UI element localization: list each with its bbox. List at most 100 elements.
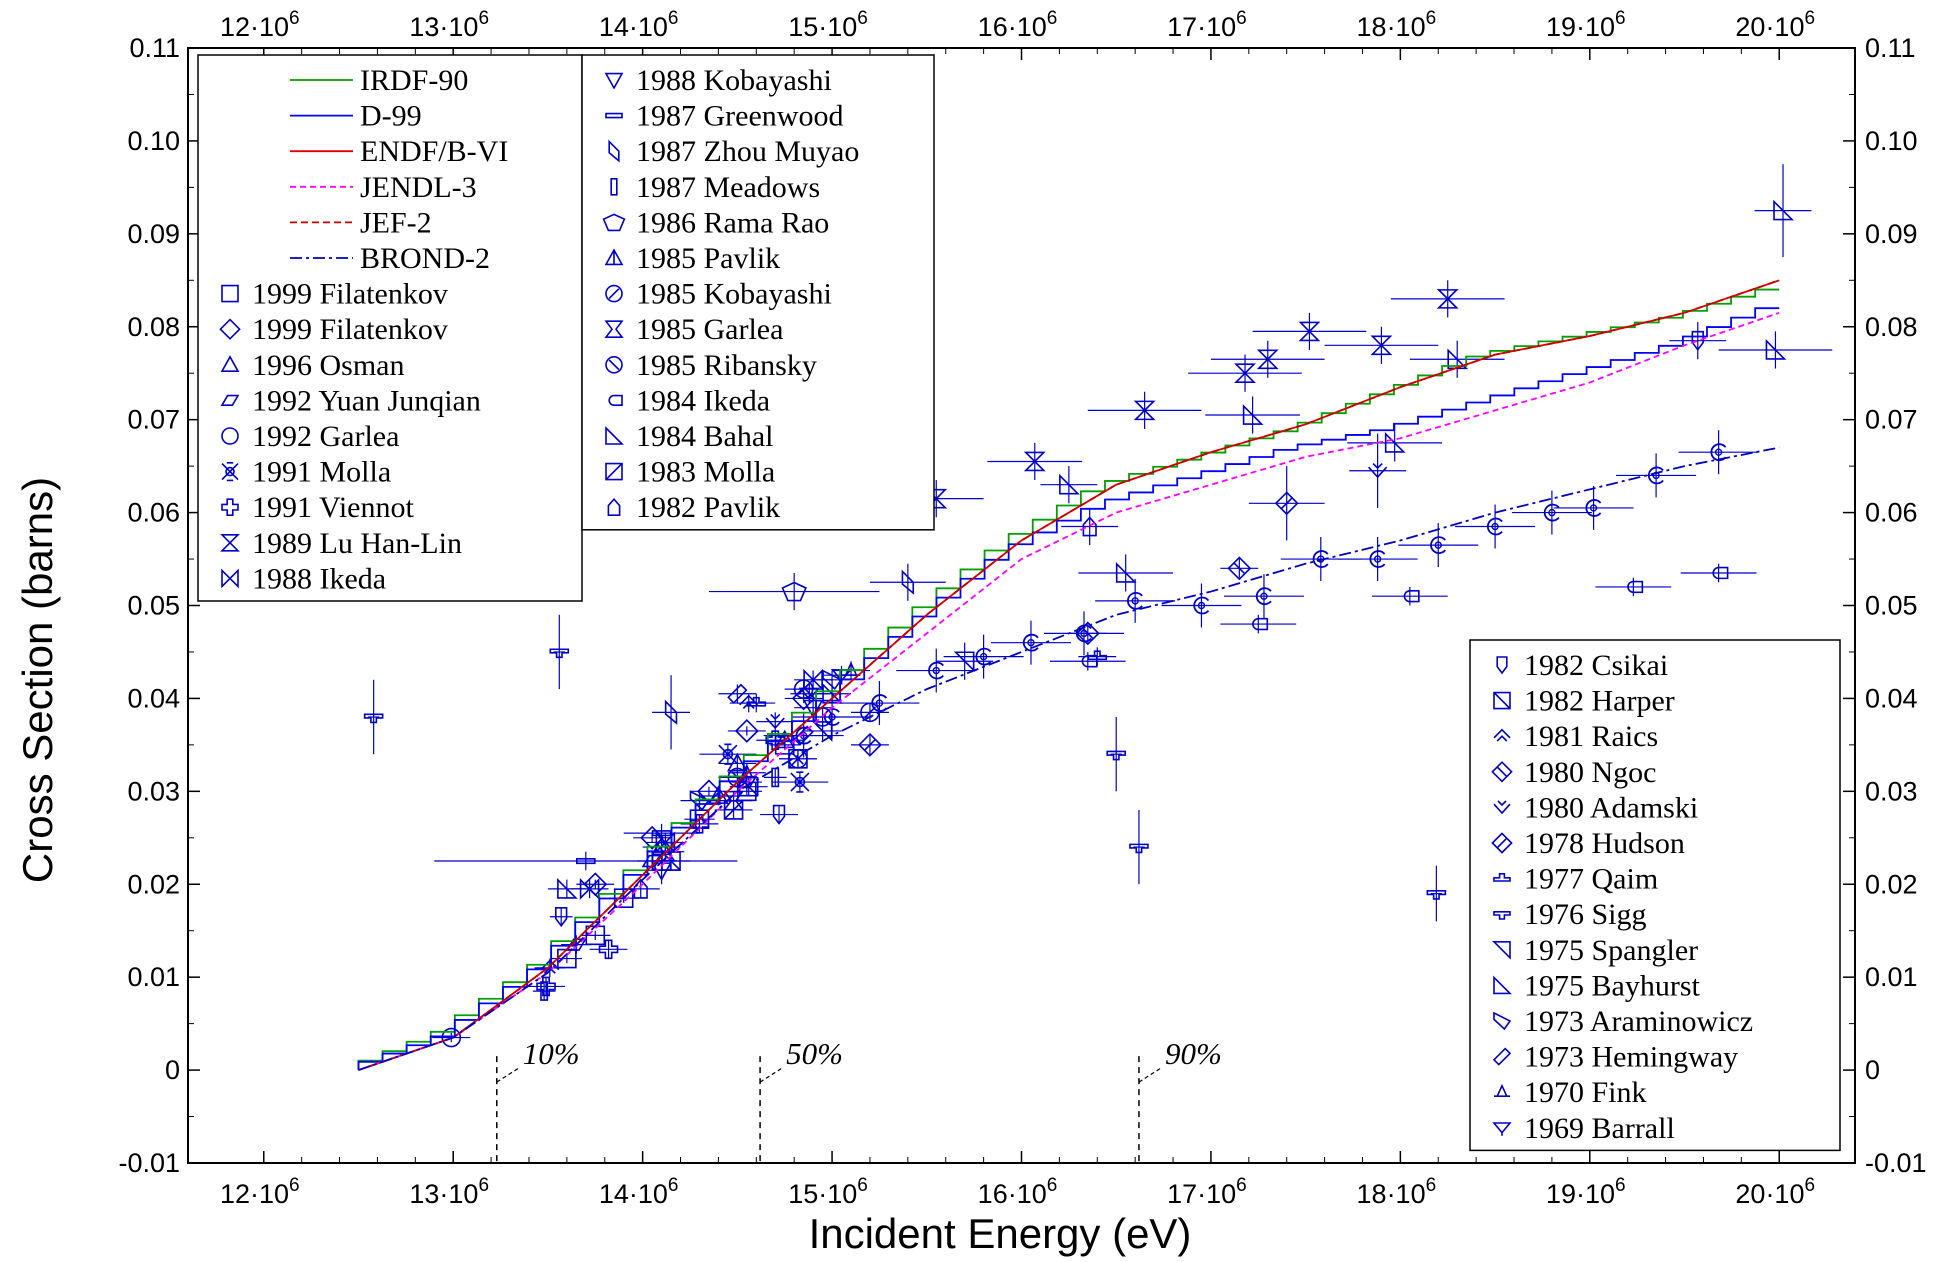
data-point-marker bbox=[1197, 601, 1206, 610]
legend-box bbox=[581, 54, 935, 531]
data-point-marker bbox=[772, 804, 786, 825]
legend-marker bbox=[605, 426, 624, 445]
y-tick-label: 0.04 bbox=[127, 683, 180, 713]
marker-shape bbox=[608, 394, 623, 406]
y-tick-label: 0.08 bbox=[127, 312, 180, 342]
marker-shape bbox=[220, 533, 240, 552]
legend-label: 1992 Yuan Junqian bbox=[252, 384, 481, 417]
marker-shape bbox=[746, 696, 767, 707]
marker-shape bbox=[604, 72, 624, 90]
data-point-marker bbox=[790, 771, 810, 793]
y-tick-label: 0.10 bbox=[127, 126, 180, 156]
marker-shape bbox=[697, 779, 721, 804]
y-tick-label: 0.05 bbox=[127, 591, 180, 621]
data-point-marker bbox=[1106, 750, 1127, 761]
x-tick-exponent: 6 bbox=[289, 1175, 300, 1196]
x-tick-label: 14·106 bbox=[599, 1175, 679, 1209]
legend-entry: 1989 Lu Han-Lin bbox=[220, 527, 462, 560]
x-tick-exponent: 6 bbox=[1615, 1175, 1626, 1196]
y-tick-label-right: 0.11 bbox=[1865, 33, 1916, 63]
marker-shape bbox=[610, 178, 618, 196]
data-point-marker bbox=[1082, 516, 1097, 537]
marker-shape bbox=[1115, 562, 1137, 583]
experiment-series bbox=[737, 647, 1117, 713]
legend-marker bbox=[221, 462, 239, 482]
data-point-marker bbox=[1773, 199, 1794, 221]
legend-label: 1984 Ikeda bbox=[636, 384, 770, 417]
experiment-series bbox=[432, 707, 838, 1048]
legend-label: 1999 Filatenkov bbox=[252, 313, 448, 346]
marker-shape bbox=[536, 976, 556, 997]
legend-marker bbox=[1493, 1011, 1512, 1031]
marker-shape bbox=[602, 213, 626, 232]
data-point-marker bbox=[746, 696, 767, 707]
marker-shape bbox=[1493, 728, 1511, 742]
marker-shape bbox=[1023, 451, 1046, 472]
data-point-marker bbox=[651, 830, 672, 837]
marker-shape bbox=[1252, 617, 1269, 631]
legend-marker bbox=[604, 320, 624, 339]
legend-entry: 1987 Meadows bbox=[610, 171, 820, 204]
legend-entry: 1991 Viennot bbox=[221, 491, 414, 524]
x-tick-exponent: 6 bbox=[478, 8, 489, 29]
marker-shape bbox=[796, 771, 804, 793]
marker-shape bbox=[1129, 843, 1149, 854]
legend-box bbox=[197, 54, 583, 602]
y-tick-label-right: 0.02 bbox=[1865, 869, 1918, 899]
x-axis-title: Incident Energy (eV) bbox=[809, 1210, 1192, 1257]
evaluation-curve bbox=[358, 446, 1780, 1071]
data-point-marker bbox=[928, 661, 944, 680]
percentile-label: 90% bbox=[1165, 1036, 1222, 1071]
marker-shape bbox=[1494, 1083, 1510, 1097]
legend-label: 1981 Raics bbox=[1524, 720, 1658, 753]
x-tick-label: 17·106 bbox=[1167, 1175, 1247, 1209]
legend-label: 1982 Csikai bbox=[1524, 649, 1668, 682]
x-tick-label-top: 20·106 bbox=[1735, 8, 1815, 42]
legend-marker bbox=[604, 248, 624, 266]
data-point-marker bbox=[1543, 503, 1560, 522]
data-point-marker bbox=[536, 976, 556, 997]
legend-entry: 1980 Ngoc bbox=[1491, 756, 1656, 789]
data-point-marker bbox=[1691, 330, 1704, 352]
marker-shape bbox=[1274, 491, 1299, 516]
marker-shape bbox=[1492, 940, 1511, 960]
legend-entry: 1985 Pavlik bbox=[604, 242, 780, 275]
legend-marker bbox=[1493, 975, 1512, 995]
marker-shape bbox=[953, 651, 975, 673]
data-point-marker bbox=[1227, 556, 1252, 581]
marker-shape bbox=[724, 743, 732, 765]
marker-shape bbox=[540, 959, 560, 974]
marker-shape bbox=[1234, 363, 1256, 384]
legend-marker bbox=[220, 355, 240, 372]
x-tick-label-top: 13·106 bbox=[409, 8, 489, 42]
marker-shape bbox=[608, 359, 620, 371]
marker-shape bbox=[734, 719, 759, 743]
experiment-series bbox=[363, 614, 1447, 922]
data-point-marker bbox=[363, 713, 384, 724]
y-tick-label: 0.03 bbox=[127, 776, 180, 806]
y-tick-label: 0.02 bbox=[127, 869, 180, 899]
legend-marker bbox=[221, 498, 239, 517]
x-tick-exponent: 6 bbox=[1047, 8, 1058, 29]
x-tick-exponent: 6 bbox=[478, 1175, 489, 1196]
experiment-series bbox=[1049, 563, 1757, 671]
marker-shape bbox=[858, 732, 882, 757]
x-tick-exponent: 6 bbox=[857, 1175, 868, 1196]
legend-label: JENDL-3 bbox=[360, 171, 477, 204]
legend-label: 1985 Garlea bbox=[636, 313, 783, 346]
plot-area: 10% 50% 90% bbox=[357, 164, 1833, 1163]
legend-label: 1991 Viennot bbox=[252, 491, 414, 524]
marker-shape bbox=[1133, 400, 1156, 421]
x-tick-exponent: 6 bbox=[1804, 1175, 1815, 1196]
data-point-marker bbox=[1714, 448, 1723, 456]
marker-shape bbox=[765, 730, 786, 751]
data-point-marker bbox=[1589, 504, 1598, 512]
legend-marker bbox=[604, 72, 624, 90]
marker-shape bbox=[1106, 750, 1127, 761]
y-axis-title: Cross Section (barns) bbox=[14, 477, 61, 883]
legend-entry: 1988 Kobayashi bbox=[604, 64, 832, 97]
legend-label: 1985 Kobayashi bbox=[636, 278, 832, 311]
marker-shape bbox=[664, 699, 678, 725]
x-tick-label-top: 15·106 bbox=[788, 8, 868, 42]
